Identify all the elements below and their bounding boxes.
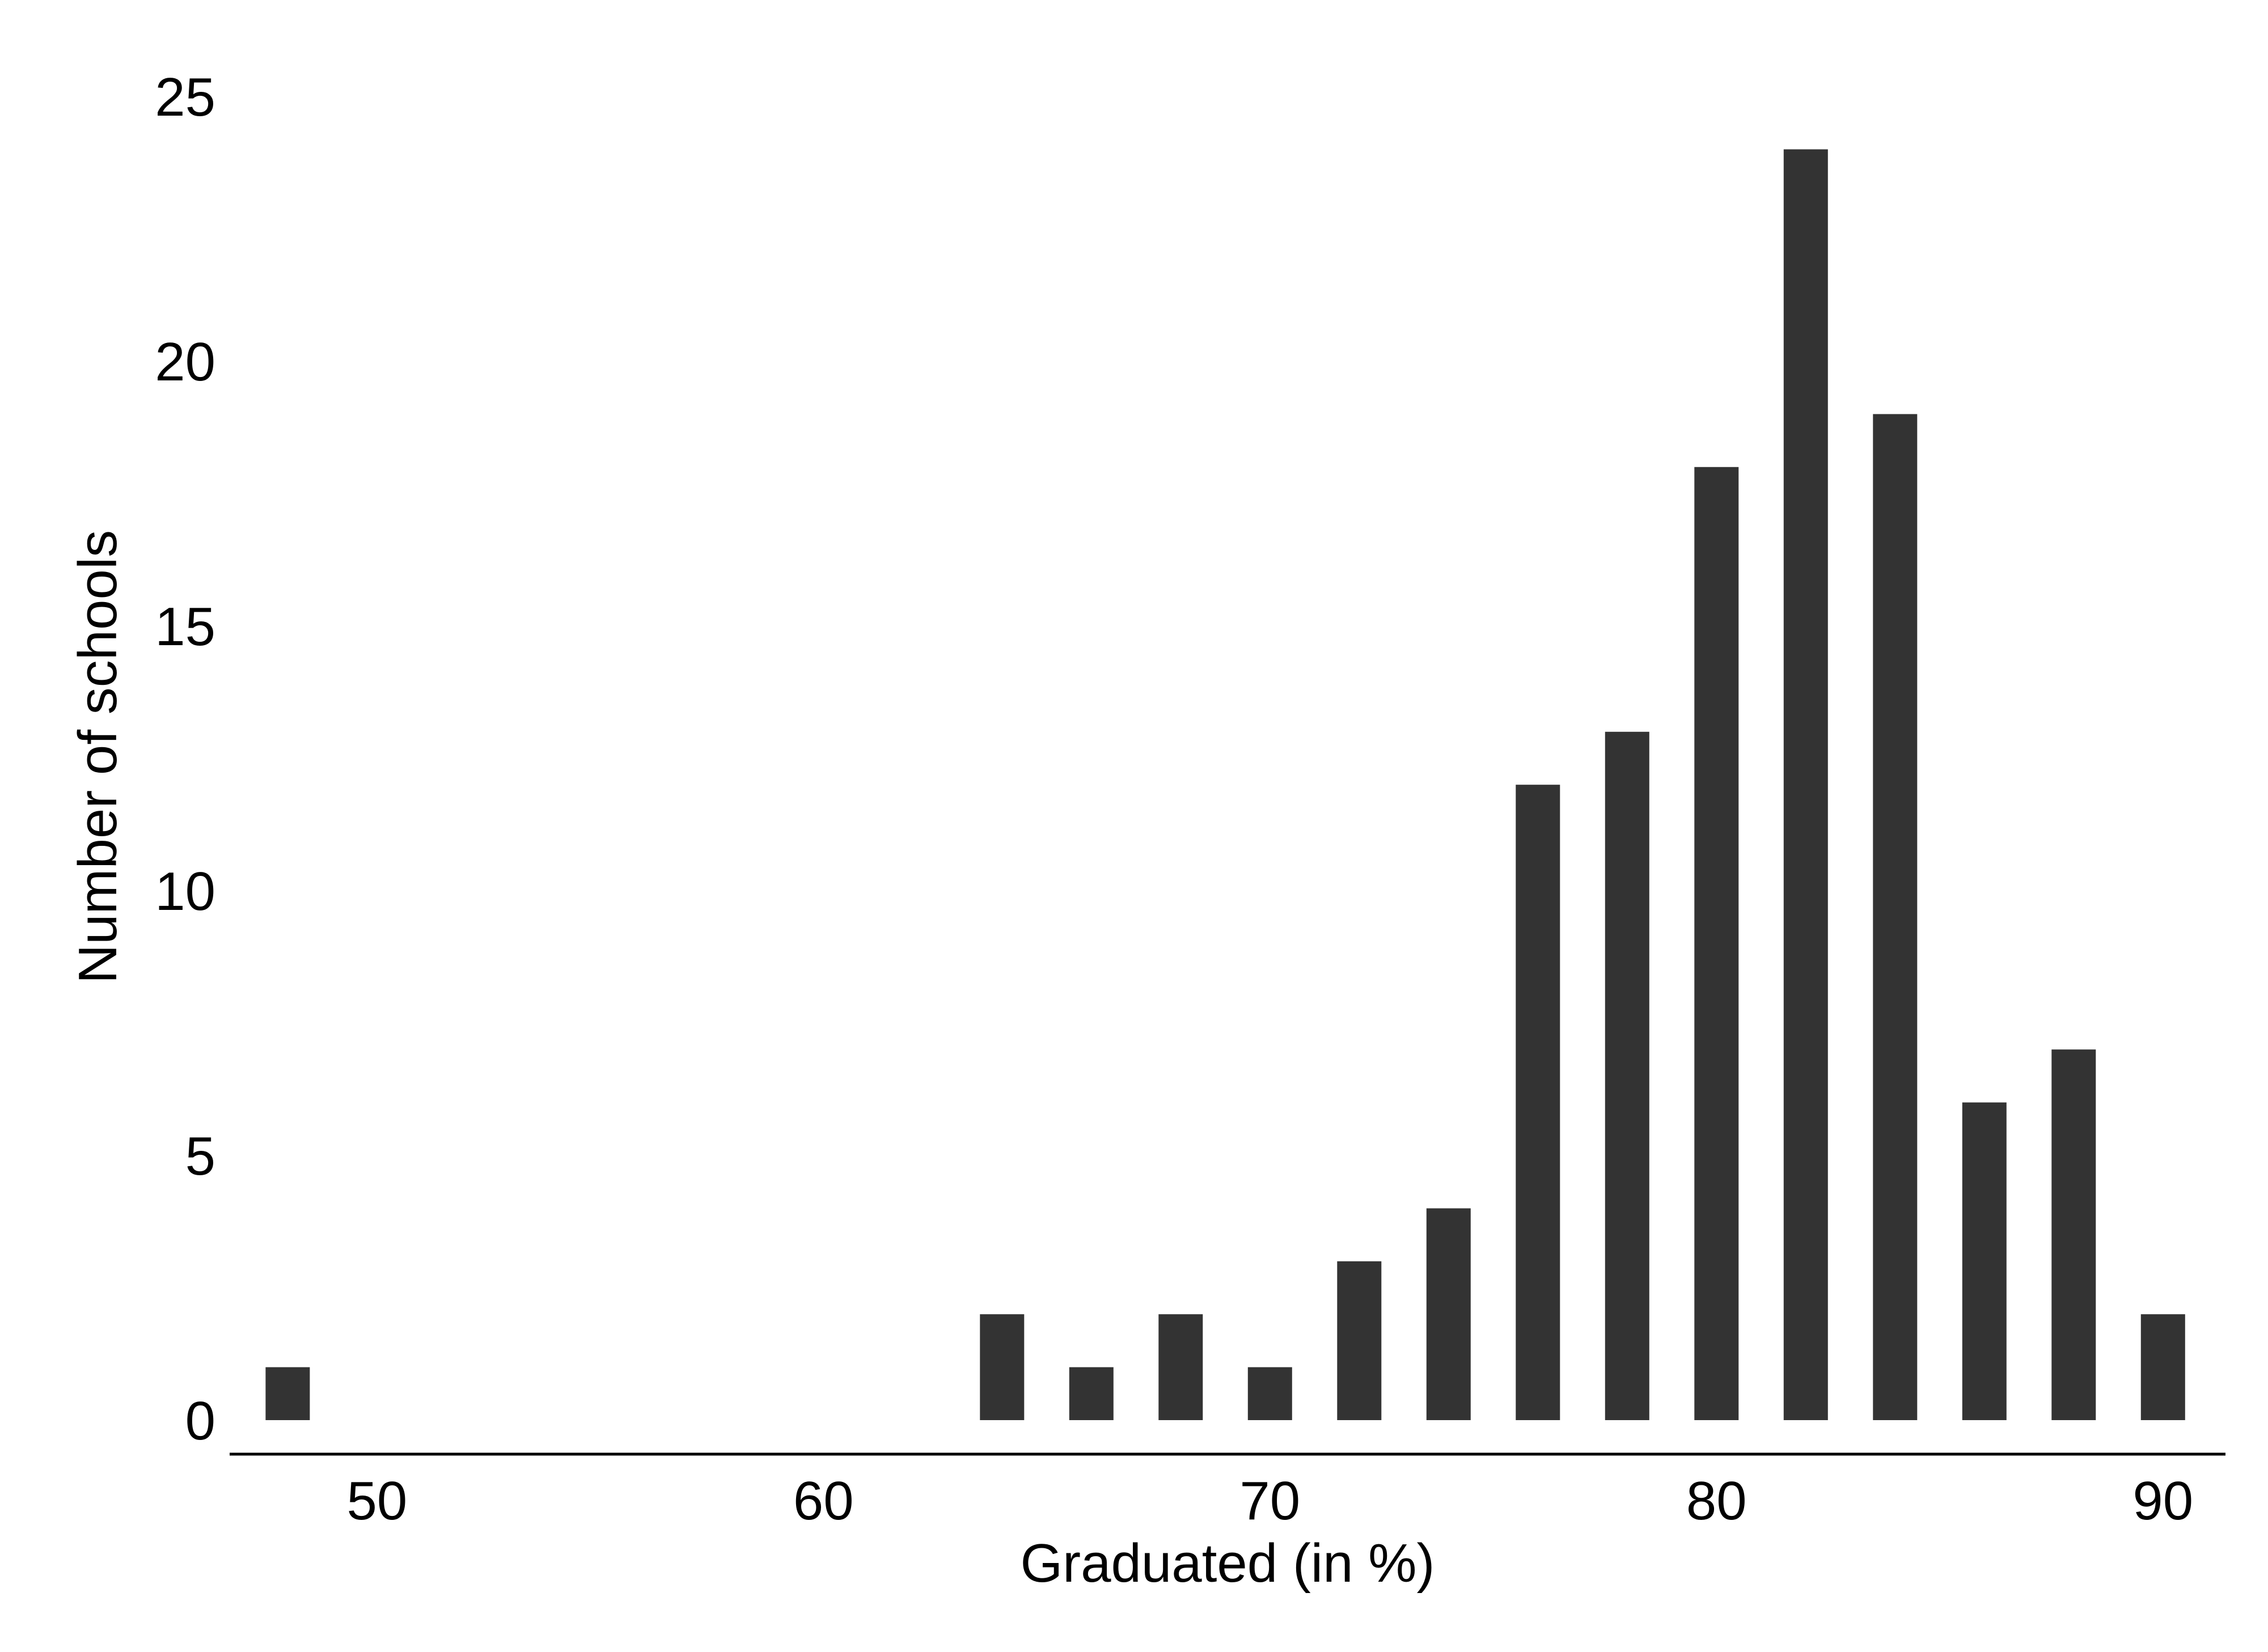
bars-layer	[265, 149, 2185, 1421]
y-tick-labels: 0 5 10 15 20 25	[155, 67, 215, 1451]
histogram-bar	[1605, 731, 1649, 1420]
x-tick-label: 50	[347, 1471, 408, 1531]
histogram-bar	[2051, 1049, 2096, 1420]
histogram-bar	[1783, 149, 1828, 1421]
y-tick-label: 0	[185, 1391, 215, 1451]
y-tick-label: 10	[155, 861, 215, 922]
histogram-bar	[265, 1367, 310, 1420]
histogram-bar	[1873, 414, 1918, 1420]
x-tick-labels: 50 60 70 80 90	[347, 1471, 2194, 1531]
histogram-bar	[1247, 1367, 1292, 1420]
histogram-bar	[1962, 1102, 2007, 1420]
histogram-bar	[1069, 1367, 1114, 1420]
y-tick-label: 5	[185, 1126, 215, 1187]
histogram-bar	[980, 1314, 1025, 1420]
x-tick-label: 80	[1686, 1471, 1747, 1531]
histogram-bar	[2140, 1314, 2185, 1420]
histogram-bar	[1694, 467, 1739, 1420]
y-tick-label: 20	[155, 332, 215, 392]
histogram-bar	[1426, 1208, 1471, 1420]
histogram-bar	[1158, 1314, 1203, 1420]
x-tick-label: 70	[1239, 1471, 1300, 1531]
y-tick-label: 15	[155, 596, 215, 657]
x-tick-label: 60	[793, 1471, 854, 1531]
x-tick-label: 90	[2132, 1471, 2193, 1531]
histogram-bar	[1516, 785, 1560, 1420]
y-tick-label: 25	[155, 67, 215, 128]
x-axis-title: Graduated (in %)	[1020, 1533, 1435, 1594]
histogram-bar	[1337, 1261, 1382, 1420]
y-axis-title: Number of schools	[67, 530, 128, 984]
